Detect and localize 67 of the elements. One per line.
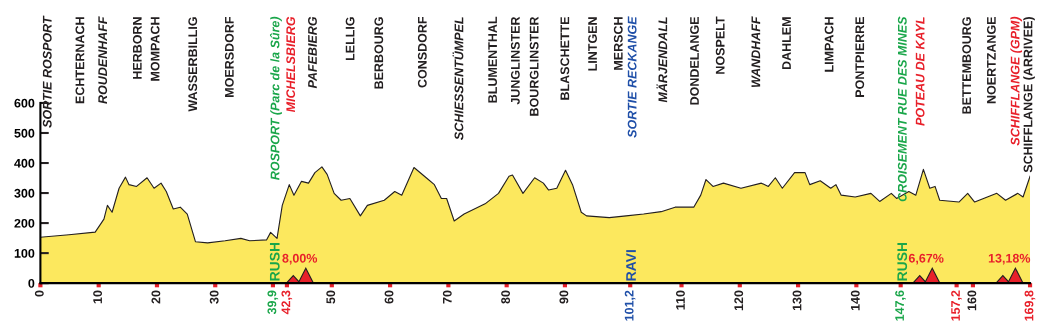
x-tick-label: 130 [792,290,802,311]
annotation: JUNGLINSTER [510,16,520,105]
x-tick-label: 140 [850,290,860,311]
y-tick-label: 600 [14,98,35,108]
text: MOMPACH [150,17,160,81]
text: LINTGEN [588,17,597,71]
x-tick-label: 30 [209,290,219,304]
x-tick-label: 120 [734,290,744,311]
annotation: SCHIESSENTÜMPEL [452,17,464,140]
x-tick-label: 169,8 [1024,290,1036,321]
x-tick-label: 101,2 [624,290,636,321]
annotation: RUSH [269,242,280,281]
x-tick-label: 90 [559,290,569,304]
annotation: 6,67% [908,253,944,265]
annotation: BOURGLINSTER [529,16,539,116]
text: LIMPACH [824,17,834,72]
annotation: ROSPORT (Parc de la Sûre) [269,16,282,180]
x-tick-label: 160 [967,290,977,311]
x-tick-label: 60 [384,290,394,304]
annotation: SORTIE ROSPORT [42,15,52,128]
text: PONTPIERRE [855,16,865,97]
x-tick-label: 50 [326,290,336,304]
annotation: CROISEMENT RUE DES MINES [897,16,907,202]
y-tick-label: 300 [14,188,35,198]
text: MERSCH [613,17,623,70]
text: DAHLEM [782,17,791,70]
annotation: RAVI [626,250,636,281]
text: CONSDORF [417,16,427,88]
annotation: RUSH [897,242,908,281]
text: HERBORN [132,17,142,79]
text: WANDHAFF [751,16,761,88]
annotation: DONDELANGE [690,16,699,105]
annotation: WASSERBILLIG [188,17,198,112]
annotation: MICHELSBIERG [286,16,296,113]
text: PAFEBIERG [308,16,317,89]
text: BLASCHETTE [560,16,570,100]
annotation: SORTIE RECKANGE [627,16,637,138]
y-tick-label: 100 [14,248,35,258]
x-tick-label: 80 [501,290,511,304]
x-tick-label: 39,9 [267,290,279,315]
y-tick-label: 400 [14,158,35,168]
annotation: NOERTZANGE [986,16,996,104]
y-tick-label: 500 [14,128,35,138]
annotation: 8,00% [282,253,318,265]
annotation: SCHIFFLANGE (GPM) [1010,16,1023,146]
annotation: POTEAU DE KAYL [915,17,925,126]
annotation: BETTEMBOURG [962,17,972,114]
x-tick-label: 10 [93,290,103,304]
annotation: ROUDENHAFF [98,16,108,104]
annotation: ECHTERNACH [75,17,85,104]
x-tick-label: 147,6 [895,290,906,321]
text: MOERSDORF [224,16,234,97]
x-tick-label: 110 [676,290,685,310]
x-tick-label: 0 [34,290,44,297]
y-tick-label: 0 [28,278,35,288]
text: NOSPELT [715,16,725,74]
text: BERBOURG [374,17,384,89]
annotation: 13,18% [988,253,1031,265]
text: LELLIG [345,17,355,61]
x-tick-label: 20 [151,290,161,304]
x-tick-label: 157,2 [951,290,962,321]
x-tick-label: 42,3 [281,290,293,315]
x-tick-label: 70 [442,290,452,304]
y-tick-label: 200 [14,218,35,228]
text: MÄRJENDALL [656,17,668,103]
text: BLUMENTHAL [488,16,498,103]
annotation: SCHIFFLANGE (ARRIVEE) [1023,17,1035,173]
